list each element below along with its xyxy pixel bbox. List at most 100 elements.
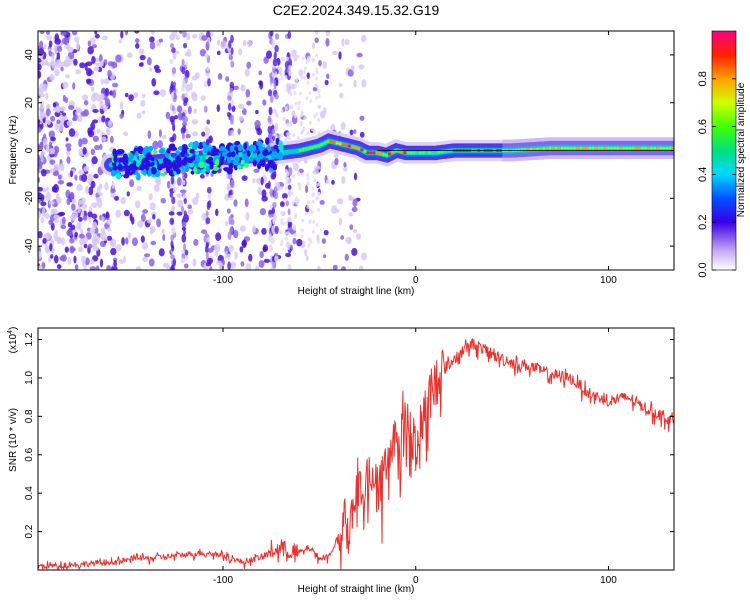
speckle — [149, 226, 156, 234]
ridge-blob — [206, 150, 211, 156]
speckle — [170, 265, 175, 270]
ridge-core — [637, 146, 641, 150]
snr-x-label: Height of straight line (km) — [298, 584, 415, 595]
speckle — [284, 231, 288, 236]
ridge-blob — [150, 166, 157, 175]
speckle — [287, 263, 292, 270]
speckle — [134, 38, 140, 44]
speckle — [73, 255, 77, 264]
speckle — [238, 48, 243, 56]
speckle — [295, 196, 299, 201]
ridge-blob — [194, 155, 201, 163]
speckle — [275, 112, 279, 118]
ridge-blob — [147, 154, 153, 160]
speckle — [183, 42, 188, 49]
ridge-core — [381, 152, 385, 157]
speckle — [324, 79, 329, 86]
speckle — [292, 224, 296, 229]
speckle — [162, 262, 170, 268]
ridge-blob — [181, 158, 188, 166]
ridge-core — [532, 147, 537, 151]
speckle — [183, 197, 187, 205]
ridge-core — [634, 146, 638, 150]
speckle — [286, 56, 290, 61]
ridge-core — [332, 140, 336, 144]
speckle — [269, 188, 274, 198]
ridge-core — [545, 146, 549, 150]
ridge-core — [597, 146, 601, 150]
speckle — [84, 185, 89, 195]
speckle — [267, 115, 272, 123]
speckle — [230, 179, 235, 186]
speckle — [49, 168, 56, 173]
colorbar-tick-label: 0.4 — [697, 167, 709, 182]
ridge-blob — [153, 149, 157, 155]
ridge-blob — [219, 146, 226, 152]
speckle — [92, 119, 99, 124]
speckle — [280, 217, 284, 222]
speckle — [107, 69, 112, 78]
speckle — [227, 102, 232, 112]
speckle — [60, 61, 65, 67]
speckle — [183, 229, 186, 236]
speckle — [185, 133, 191, 139]
speckle — [78, 216, 83, 222]
y-tick-label: 0.2 — [24, 524, 35, 538]
ridge-blob — [110, 170, 116, 177]
speckle — [287, 82, 291, 87]
speckle — [136, 185, 142, 191]
speckle — [287, 217, 291, 222]
speckle — [267, 180, 271, 190]
speckle — [148, 258, 155, 267]
speckle — [284, 106, 288, 111]
y-tick-label: 1.0 — [24, 371, 35, 385]
speckle — [304, 211, 308, 216]
speckle — [111, 180, 115, 190]
speckle — [54, 68, 60, 77]
speckle — [134, 200, 141, 209]
ridge-blob — [141, 158, 147, 163]
speckle — [292, 237, 297, 245]
speckle — [273, 191, 279, 200]
ridge-blob — [165, 152, 170, 159]
ridge-blob — [262, 149, 269, 157]
speckle — [317, 89, 321, 94]
speckle — [137, 220, 144, 228]
speckle — [67, 257, 72, 265]
speckle — [101, 115, 106, 123]
speckle — [170, 175, 175, 185]
speckle — [308, 120, 312, 125]
speckle — [230, 34, 234, 44]
speckle — [69, 170, 74, 178]
speckle — [286, 172, 290, 177]
speckle — [261, 227, 267, 235]
speckle — [181, 205, 184, 213]
speckle — [315, 67, 319, 72]
ridge-blob — [195, 150, 200, 156]
ridge-core — [335, 141, 339, 145]
speckle — [186, 49, 192, 57]
speckle — [315, 76, 319, 81]
speckle — [216, 104, 221, 112]
speckle — [288, 189, 292, 197]
ridge-core — [378, 152, 382, 156]
speckle — [271, 39, 275, 49]
speckle — [333, 153, 339, 158]
speckle — [351, 206, 358, 213]
speckle — [285, 236, 289, 241]
speckle — [47, 119, 51, 126]
x-tick-label: -100 — [213, 275, 233, 286]
speckle — [300, 172, 304, 177]
speckle — [289, 120, 293, 125]
speckle — [138, 62, 144, 67]
speckle — [297, 182, 301, 187]
speckle — [297, 106, 301, 111]
speckle — [290, 104, 294, 109]
speckle — [279, 186, 283, 191]
speckle — [233, 199, 238, 207]
ridge-blob — [269, 161, 276, 169]
speckle — [274, 33, 280, 40]
speckle — [312, 86, 318, 92]
speckle — [49, 159, 56, 165]
